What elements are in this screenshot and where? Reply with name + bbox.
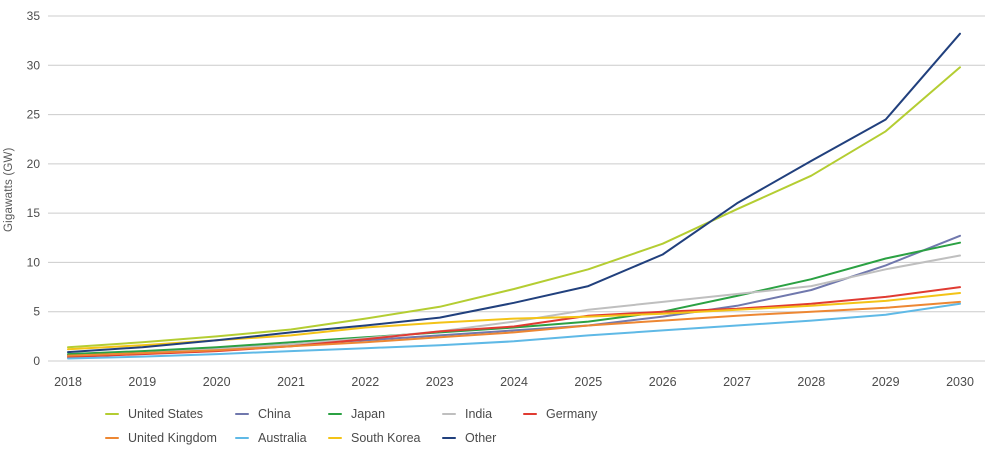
legend-label: United States: [128, 407, 204, 421]
legend-label: South Korea: [351, 431, 421, 445]
legend-item-germany[interactable]: Germany: [523, 405, 597, 423]
x-tick-label-2023: 2023: [426, 375, 454, 389]
legend-swatch-south-korea: [328, 436, 342, 440]
series-line-united-kingdom[interactable]: [67, 300, 961, 357]
legend-swatch-japan: [328, 412, 342, 416]
x-tick-label-2027: 2027: [723, 375, 751, 389]
legend-label: Other: [465, 431, 497, 445]
x-tick-label-2026: 2026: [649, 375, 677, 389]
x-tick-label-2021: 2021: [277, 375, 305, 389]
legend-swatch-china: [235, 412, 249, 416]
legend-swatch-united-kingdom: [105, 436, 119, 440]
y-tick-label-15: 15: [27, 206, 41, 220]
legend-item-india[interactable]: India: [442, 405, 492, 423]
legend-item-australia[interactable]: Australia: [235, 429, 307, 447]
y-tick-label-35: 35: [27, 9, 41, 23]
legend-label: India: [465, 407, 493, 421]
y-tick-label-30: 30: [27, 58, 41, 72]
legend-item-japan[interactable]: Japan: [328, 405, 385, 423]
legend-item-south-korea[interactable]: South Korea: [328, 429, 421, 447]
y-tick-label-25: 25: [27, 108, 41, 122]
x-tick-label-2030: 2030: [946, 375, 974, 389]
y-tick-label-20: 20: [27, 157, 41, 171]
x-tick-label-2025: 2025: [574, 375, 602, 389]
series-line-united-states[interactable]: [67, 66, 961, 349]
x-tick-label-2019: 2019: [128, 375, 156, 389]
legend-swatch-india: [442, 412, 456, 416]
series-line-australia[interactable]: [67, 302, 961, 360]
legend-swatch-germany: [523, 412, 537, 416]
x-tick-label-2020: 2020: [203, 375, 231, 389]
legend-item-united-states[interactable]: United States: [105, 405, 203, 423]
legend-swatch-australia: [235, 436, 249, 440]
legend-label: United Kingdom: [128, 431, 217, 445]
legend-item-united-kingdom[interactable]: United Kingdom: [105, 429, 217, 447]
x-tick-label-2024: 2024: [500, 375, 528, 389]
y-tick-label-0: 0: [33, 354, 40, 368]
legend-label: Australia: [258, 431, 307, 445]
legend-item-china[interactable]: China: [235, 405, 291, 423]
legend-item-other[interactable]: Other: [442, 429, 496, 447]
x-tick-label-2028: 2028: [797, 375, 825, 389]
legend-label: China: [258, 407, 291, 421]
legend-label: Japan: [351, 407, 386, 421]
x-tick-label-2029: 2029: [872, 375, 900, 389]
y-tick-label-5: 5: [33, 305, 40, 319]
legend-swatch-other: [442, 436, 456, 440]
legend-swatch-united-states: [105, 412, 119, 416]
y-tick-label-10: 10: [27, 255, 41, 269]
series-line-other[interactable]: [67, 32, 961, 354]
legend-label: Germany: [546, 407, 598, 421]
x-tick-label-2022: 2022: [351, 375, 379, 389]
x-tick-label-2018: 2018: [54, 375, 82, 389]
